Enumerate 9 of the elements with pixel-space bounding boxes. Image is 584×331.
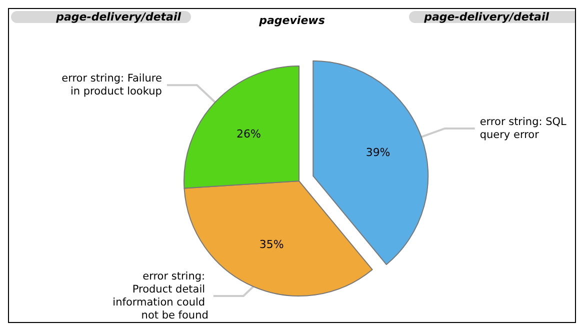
data-label: 35% [259,238,284,251]
chart-title: pageviews [258,14,326,27]
data-label: 26% [236,127,261,140]
slice-label: error string: SQL query error [480,116,570,141]
data-label: 39% [366,146,390,160]
slice-label: error string: Product detail information could not be found [112,270,208,322]
text: page-delivery/detail [55,10,182,24]
text: page-delivery/detail [423,10,550,24]
slice-label: error string: Failure in product lookup [62,72,162,98]
